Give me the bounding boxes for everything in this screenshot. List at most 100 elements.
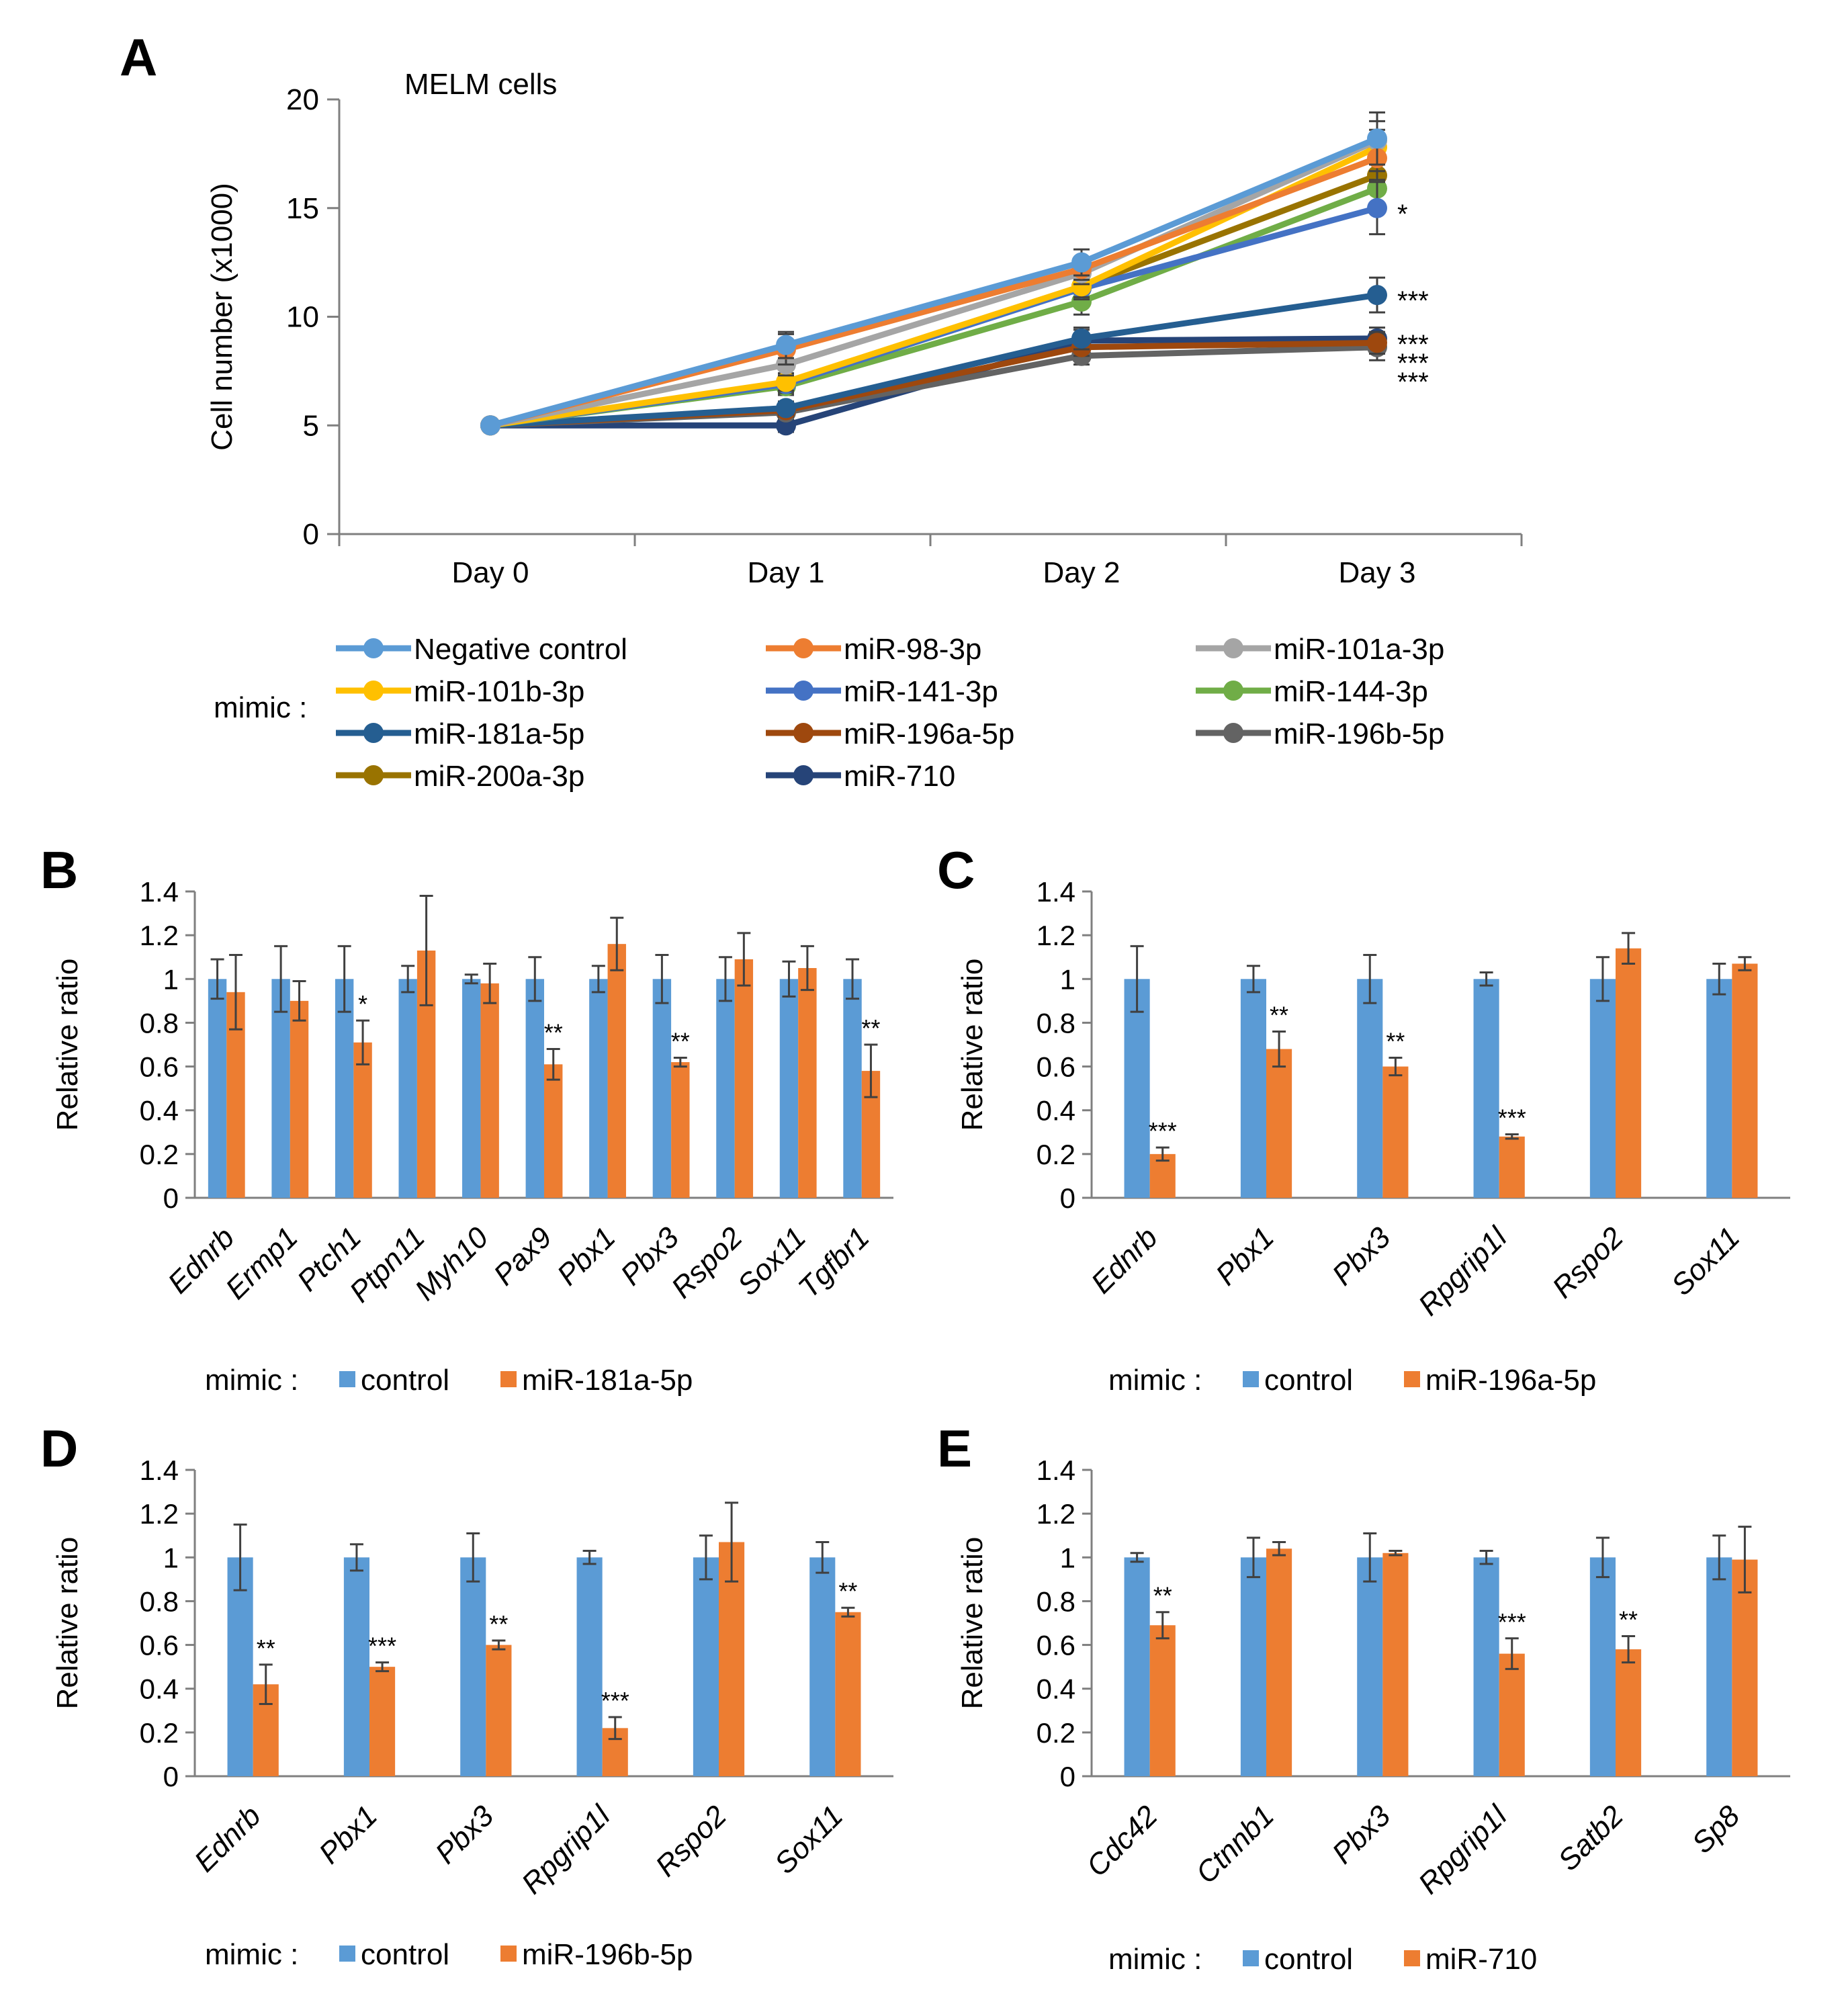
chart-d-x-tick-label: Ednrb xyxy=(188,1799,267,1878)
chart-c-x-tick-label: Sox11 xyxy=(1665,1221,1747,1302)
chart-a-x-tick-label: Day 1 xyxy=(748,556,825,589)
legend-entry: miR-196a-5p xyxy=(844,717,1014,750)
bar xyxy=(1124,1557,1150,1776)
chart-e-y-tick-label: 1.2 xyxy=(1037,1498,1075,1530)
legend-entry: control xyxy=(1264,1364,1353,1397)
chart-a-title: MELM cells xyxy=(404,68,557,101)
bar xyxy=(227,1557,253,1776)
bar xyxy=(1266,1049,1292,1198)
bar xyxy=(671,1062,690,1198)
bar xyxy=(1499,1136,1525,1198)
data-point xyxy=(1071,252,1092,273)
bar xyxy=(1149,1625,1176,1776)
bar xyxy=(1240,1557,1266,1776)
chart-b-y-tick-label: 0 xyxy=(163,1182,179,1214)
legend-entry: miR-710 xyxy=(1425,1943,1537,1976)
panel-label-e: E xyxy=(937,1419,972,1478)
chart-d-y-axis-label: Relative ratio xyxy=(51,1537,84,1710)
significance-label: ** xyxy=(1153,1582,1172,1610)
significance-label: * xyxy=(1397,200,1408,229)
legend-marker xyxy=(363,638,384,658)
chart-a-x-tick-label: Day 0 xyxy=(452,556,529,589)
legend-marker xyxy=(793,681,813,701)
bar xyxy=(798,968,817,1198)
chart-b-x-tick-label: Pbx1 xyxy=(551,1221,622,1292)
chart-e-x-tick-label: Cdc42 xyxy=(1080,1799,1164,1883)
chart-d-y-tick-label: 1 xyxy=(163,1542,179,1573)
bar xyxy=(1357,1557,1383,1776)
significance-label: *** xyxy=(1397,286,1429,316)
significance-label: *** xyxy=(368,1632,396,1660)
significance-label: ** xyxy=(1386,1028,1405,1055)
chart-b-y-tick-label: 0.4 xyxy=(140,1095,179,1127)
chart-d-y-tick-label: 0.6 xyxy=(140,1630,179,1661)
chart-e-y-tick-label: 0 xyxy=(1060,1761,1075,1792)
chart-e-x-tick-label: Satb2 xyxy=(1552,1799,1630,1877)
chart-c-y-tick-label: 1.2 xyxy=(1037,920,1075,951)
legend-marker xyxy=(1223,638,1243,658)
bar xyxy=(716,979,735,1198)
bar xyxy=(1499,1653,1525,1776)
bar xyxy=(343,1557,369,1776)
bar xyxy=(1589,1557,1616,1776)
significance-label: ** xyxy=(1619,1606,1638,1634)
data-point xyxy=(1071,328,1092,349)
bar xyxy=(208,979,227,1198)
data-point xyxy=(480,415,500,436)
bar xyxy=(544,1064,563,1198)
chart-d-y-tick-label: 1.2 xyxy=(140,1498,179,1530)
legend-entry: control xyxy=(361,1938,449,1971)
chart-e-x-tick-label: Rpgrip1l xyxy=(1412,1799,1513,1900)
chart-c-x-tick-label: Pbx3 xyxy=(1326,1221,1397,1292)
data-point xyxy=(1367,128,1387,149)
legend-entry: miR-196b-5p xyxy=(522,1938,693,1971)
legend-swatch-treated xyxy=(1404,1371,1420,1387)
chart-e-x-tick-label: Ctnnb1 xyxy=(1190,1799,1280,1890)
chart-e-legend-label: mimic : xyxy=(1108,1943,1202,1976)
chart-e-y-axis-label: Relative ratio xyxy=(956,1537,989,1710)
legend-swatch-control xyxy=(339,1946,355,1962)
legend-entry: miR-196b-5p xyxy=(1274,717,1444,750)
chart-b-y-axis-label: Relative ratio xyxy=(51,959,84,1131)
bar xyxy=(1706,1557,1732,1776)
chart-c-x-tick-label: Rpgrip1l xyxy=(1412,1221,1513,1322)
bar xyxy=(809,1557,836,1776)
chart-e-x-tick-label: Sp8 xyxy=(1685,1799,1746,1860)
bar xyxy=(1266,1548,1292,1776)
series-line-2 xyxy=(490,138,1378,429)
legend-entry: miR-101a-3p xyxy=(1274,633,1444,666)
legend-entry: miR-710 xyxy=(844,760,955,793)
bar xyxy=(1732,1559,1758,1776)
bar xyxy=(1382,1553,1409,1776)
bar xyxy=(1124,979,1150,1198)
legend-marker xyxy=(1223,723,1243,743)
chart-a-x-tick-label: Day 3 xyxy=(1339,556,1416,589)
data-point xyxy=(1367,333,1387,353)
chart-b-y-tick-label: 1 xyxy=(163,963,179,995)
significance-label: ** xyxy=(544,1019,563,1047)
significance-label: *** xyxy=(1397,367,1429,397)
bar xyxy=(607,944,626,1198)
significance-label: *** xyxy=(601,1687,629,1714)
chart-e-y-tick-label: 0.8 xyxy=(1037,1585,1075,1617)
significance-label: ** xyxy=(671,1028,690,1055)
chart-e-y-tick-label: 1 xyxy=(1060,1542,1075,1573)
chart-b-x-tick-label: Myh10 xyxy=(408,1221,494,1307)
panel-label-c: C xyxy=(937,840,975,900)
chart-d-legend-label: mimic : xyxy=(205,1938,298,1971)
bar xyxy=(652,979,672,1198)
chart-a-y-tick-label: 0 xyxy=(303,518,319,551)
legend-entry: control xyxy=(361,1364,449,1397)
series-line-3 xyxy=(490,144,1378,429)
bar xyxy=(1240,979,1266,1198)
chart-e-y-tick-label: 0.4 xyxy=(1037,1673,1075,1705)
panel-label-d: D xyxy=(40,1419,78,1478)
bar xyxy=(693,1557,719,1776)
chart-d-x-tick-label: Rpgrip1l xyxy=(515,1799,617,1900)
significance-label: ** xyxy=(1270,1001,1288,1029)
bar xyxy=(1732,963,1758,1198)
legend-entry: control xyxy=(1264,1943,1353,1976)
bar xyxy=(1382,1066,1409,1198)
chart-d-y-tick-label: 1.4 xyxy=(140,1454,179,1486)
